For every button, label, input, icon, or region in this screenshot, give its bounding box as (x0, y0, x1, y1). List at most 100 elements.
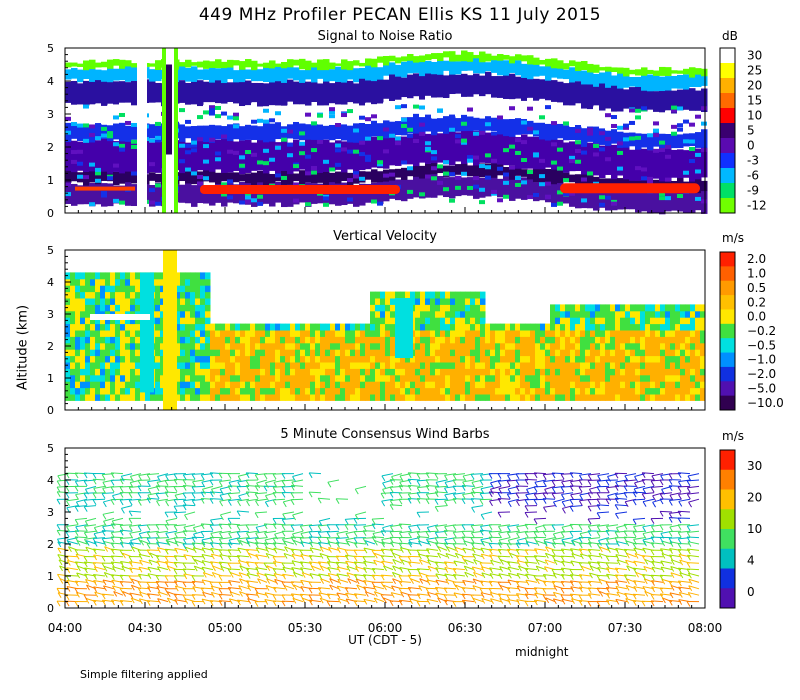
y-tick-label: 5 (47, 442, 54, 455)
y-tick-label: 4 (47, 276, 54, 289)
colorbar-label: 0.5 (747, 281, 766, 295)
colorbar-swatch (720, 395, 735, 411)
panel-title-vv: Vertical Velocity (333, 229, 437, 244)
colorbar-unit: dB (722, 29, 738, 43)
colorbar-swatch (720, 266, 735, 282)
colorbar-swatch (720, 529, 735, 550)
colorbar-swatch (720, 323, 735, 339)
x-axis-label: UT (CDT - 5) (348, 633, 422, 647)
colorbar-label: 0 (747, 139, 755, 153)
y-tick-label: 2 (47, 340, 54, 353)
colorbar-swatch (720, 568, 735, 589)
y-tick-label: 1 (47, 570, 54, 583)
colorbar-swatch (720, 108, 735, 124)
midnight-annotation: midnight (515, 645, 569, 659)
colorbar-swatch (720, 78, 735, 94)
colorbar-label: 2.0 (747, 252, 766, 266)
y-tick-label: 5 (47, 244, 54, 257)
colorbar-unit: m/s (722, 231, 744, 245)
colorbar-label: 15 (747, 94, 762, 108)
colorbar-label: −0.5 (747, 338, 776, 352)
colorbar-label: -3 (747, 154, 759, 168)
y-tick-label: 4 (47, 474, 54, 487)
colorbar-label: 30 (747, 459, 762, 473)
snr-heatmap (65, 48, 708, 215)
colorbar-swatch (720, 168, 735, 184)
x-tick-label: 06:30 (448, 621, 483, 635)
colorbar-label: -6 (747, 169, 759, 183)
colorbar-label: -12 (747, 199, 767, 213)
y-tick-label: 1 (47, 372, 54, 385)
y-tick-label: 0 (47, 404, 54, 417)
colorbar-swatch (720, 352, 735, 368)
colorbar-swatch (720, 198, 735, 214)
colorbar-label: −5.0 (747, 381, 776, 395)
colorbar-swatch (720, 450, 735, 471)
colorbar-swatch (720, 366, 735, 382)
x-tick-label: 07:30 (608, 621, 643, 635)
colorbar-label: 5 (747, 124, 755, 138)
colorbar-label: 20 (747, 79, 762, 93)
colorbar-label: 1.0 (747, 267, 766, 281)
colorbar-label: −0.2 (747, 324, 776, 338)
colorbar-label: -9 (747, 184, 759, 198)
colorbar-frame (719, 47, 736, 214)
x-tick-label: 08:00 (688, 621, 723, 635)
panel-title-snr: Signal to Noise Ratio (317, 29, 453, 44)
colorbar-swatch (720, 63, 735, 79)
colorbar-label: 0.0 (747, 310, 766, 324)
colorbar-swatch (720, 548, 735, 569)
x-tick-label: 05:00 (208, 621, 243, 635)
vv-heatmap (65, 250, 706, 410)
colorbar-swatch (720, 338, 735, 353)
colorbar-label: 10 (747, 109, 762, 123)
colorbar-label: 0.2 (747, 295, 766, 309)
colorbar-swatch (720, 588, 735, 609)
footnote: Simple filtering applied (80, 668, 208, 681)
x-tick-label: 04:30 (128, 621, 163, 635)
colorbar-swatch (720, 153, 735, 169)
x-tick-label: 05:30 (288, 621, 323, 635)
y-tick-label: 2 (47, 141, 54, 154)
colorbar-label: −2.0 (747, 367, 776, 381)
panel-title-wind: 5 Minute Consensus Wind Barbs (280, 427, 490, 442)
y-tick-label: 3 (47, 506, 54, 519)
y-tick-label: 3 (47, 108, 54, 121)
wind-barbs (56, 472, 700, 607)
colorbar-label: 25 (747, 64, 762, 78)
colorbar-label: 0 (747, 585, 755, 599)
y-tick-label: 0 (47, 207, 54, 220)
x-tick-label: 04:00 (48, 621, 83, 635)
colorbar-label: 10 (747, 522, 762, 536)
y-tick-label: 4 (47, 75, 54, 88)
y-tick-label: 5 (47, 42, 54, 55)
colorbar-swatch (720, 123, 735, 139)
colorbar-swatch (720, 489, 735, 510)
colorbar-frame (719, 449, 736, 609)
colorbar-swatch (720, 509, 735, 530)
colorbar-swatch (720, 381, 735, 397)
x-tick-label: 06:00 (368, 621, 403, 635)
colorbar-swatch (720, 48, 735, 64)
figure-title: 449 MHz Profiler PECAN Ellis KS 11 July … (198, 5, 602, 25)
y-tick-label: 2 (47, 538, 54, 551)
colorbar-label: 4 (747, 554, 755, 568)
colorbar-label: 30 (747, 49, 762, 63)
colorbar-label: 20 (747, 490, 762, 504)
colorbar-swatch (720, 93, 735, 109)
x-tick-label: 07:00 (528, 621, 563, 635)
panel-frame-2 (64, 447, 706, 609)
colorbar-swatch (720, 138, 735, 154)
colorbar-frame (719, 251, 736, 411)
colorbar-swatch (720, 280, 735, 296)
colorbar-unit: m/s (722, 429, 744, 443)
colorbar-swatch (720, 295, 735, 310)
colorbar-swatch (720, 252, 735, 267)
y-tick-label: 1 (47, 174, 54, 187)
colorbar-label: −10.0 (747, 396, 784, 410)
colorbar-swatch (720, 309, 735, 325)
y-tick-label: 3 (47, 308, 54, 321)
colorbar-swatch (720, 183, 735, 199)
